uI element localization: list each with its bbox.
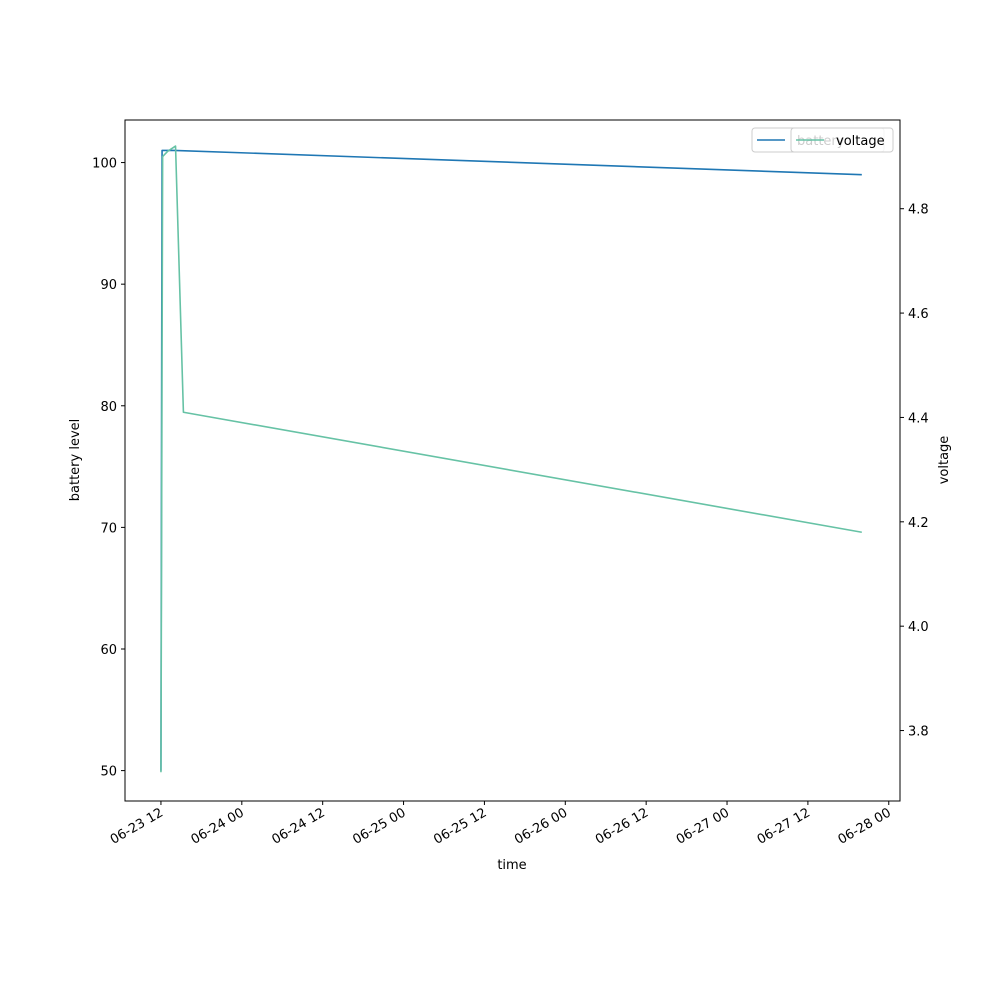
y-axis-left: 50 60 70 80 90 100: [92, 157, 125, 780]
legend-layer: batteryvoltage: [751, 127, 894, 153]
legend-label-voltage: voltage: [836, 134, 885, 149]
y-left-tick-label: 70: [100, 521, 117, 536]
y-left-tick-label: 60: [100, 643, 117, 658]
y-right-tick-label: 4.8: [908, 203, 929, 218]
y-left-tick-label: 90: [100, 278, 117, 293]
legend-box: [790, 127, 894, 153]
y-axis-right-label: voltage: [937, 436, 952, 485]
x-axis-label: time: [497, 858, 526, 873]
y-right-tick-label: 4.6: [908, 307, 929, 322]
plot-frame: [124, 119, 901, 802]
y-right-tick-label: 4.0: [908, 620, 929, 635]
y-left-tick-label: 80: [100, 400, 117, 415]
y-right-tick-label: 3.8: [908, 725, 929, 740]
y-right-tick-label: 4.2: [908, 516, 929, 531]
y-axis-left-label: battery level: [68, 419, 83, 502]
y-left-tick-label: 100: [92, 157, 117, 172]
series-line-voltage: [160, 145, 862, 773]
y-axis-right: 3.8 4.0 4.2 4.4 4.6 4.8: [900, 203, 929, 740]
series-layer: [160, 145, 862, 773]
y-right-tick-label: 4.4: [908, 411, 929, 426]
y-left-tick-label: 50: [100, 765, 117, 780]
